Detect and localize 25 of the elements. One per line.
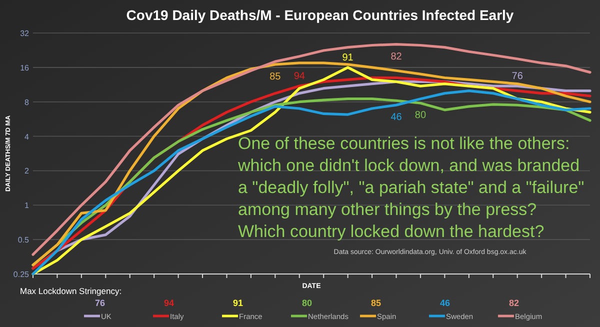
annotation: 85 <box>270 71 282 82</box>
y-tick-label: 8 <box>24 98 30 107</box>
text: 82 <box>508 298 520 308</box>
annotation: 94 <box>294 71 306 82</box>
y-tick-label: 0.25 <box>13 270 30 279</box>
annotation: 46 <box>390 112 402 124</box>
annotation: 80 <box>414 110 426 122</box>
text: 80 <box>302 298 312 308</box>
annotation: 91 <box>342 52 354 64</box>
annotation: One of these countries is not like the others: which one didn't lock down, and was branded a "deadly folly", "a pariah state" and a "failure" among many other things by the press? Which country locked down the hardest? <box>237 134 584 241</box>
annotation: 82 <box>390 51 402 62</box>
text: 76 <box>94 298 106 308</box>
y-tick-label: 4 <box>24 132 30 142</box>
text: 46 <box>440 298 450 308</box>
chart-title: Cov19 Daily Deaths/M - European Countries Infected Early <box>126 7 514 23</box>
y-tick-label: 2 <box>24 166 30 176</box>
text: 91 <box>232 298 244 308</box>
y-tick-label: 32 <box>20 29 30 38</box>
y-tick-label: 0.5 <box>18 236 30 245</box>
text: 85 <box>370 298 382 308</box>
y-tick-label: 16 <box>20 63 30 72</box>
legend-title: Max Lockdown Stringency: <box>20 286 122 296</box>
y-tick-label: 1 <box>24 201 30 210</box>
annotation: 76 <box>512 71 524 82</box>
text: 94 <box>164 298 174 308</box>
